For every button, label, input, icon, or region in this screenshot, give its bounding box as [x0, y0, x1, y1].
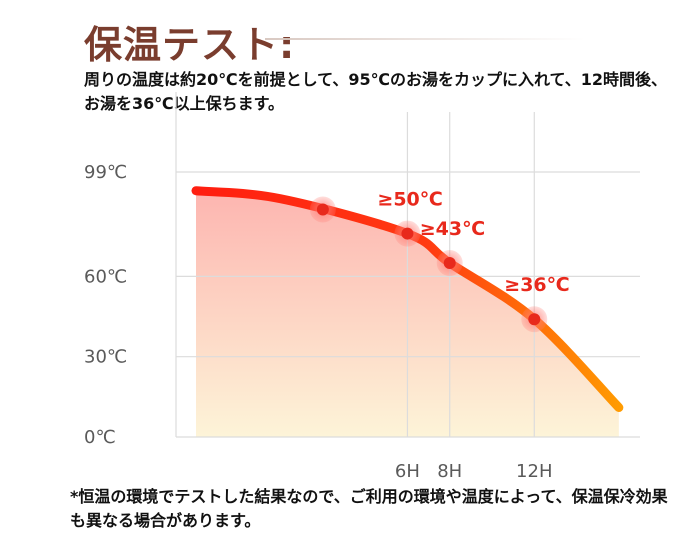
title-divider [265, 38, 585, 40]
x-tick-label: 8H [437, 461, 462, 482]
temperature-callout: ≥50℃ [377, 189, 442, 211]
y-tick-label: 60℃ [84, 266, 127, 287]
page-title: 保温テスト: [84, 23, 296, 67]
temperature-callout: ≥43℃ [420, 218, 485, 240]
data-point [401, 227, 414, 240]
data-point [528, 313, 541, 326]
y-tick-label: 0℃ [84, 427, 116, 448]
footnote: *恒温の環境でテストした結果なので、ご利用の環境や温度によって、保温保冷効果も異… [70, 487, 668, 530]
temperature-curve [191, 186, 624, 413]
temperature-callout: ≥36℃ [504, 274, 569, 296]
x-tick-label: 6H [395, 461, 420, 482]
y-tick-label: 99℃ [84, 162, 127, 183]
x-tick-label: 12H [516, 461, 552, 482]
data-point [316, 203, 329, 216]
data-point [443, 257, 456, 270]
y-tick-label: 30℃ [84, 347, 127, 368]
test-description: 周りの温度は約20℃を前提として、95℃のお湯をカップに入れて、12時間後、お湯… [84, 70, 667, 113]
